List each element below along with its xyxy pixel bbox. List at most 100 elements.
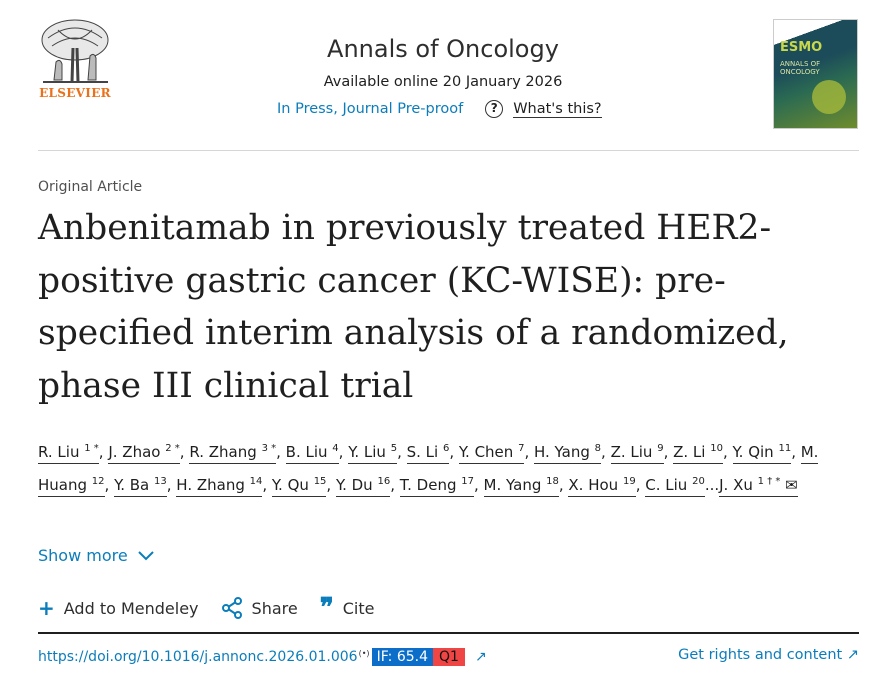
author-link[interactable]: J. Xu 1 † * ✉ xyxy=(719,476,798,497)
author-name: X. Hou xyxy=(568,476,619,494)
author-separator: , xyxy=(449,443,459,461)
author-separator: , xyxy=(276,443,286,461)
author-affiliation: 17 xyxy=(461,476,474,487)
impact-factor-badge: IF: 65.4 xyxy=(371,648,433,666)
author-name: S. Li xyxy=(406,443,439,461)
author-affiliation: 7 xyxy=(518,443,525,454)
author-separator: , xyxy=(791,443,801,461)
author-separator: , xyxy=(474,476,484,494)
rights-label: Get rights and content xyxy=(678,647,843,663)
author-name: Z. Li xyxy=(673,443,706,461)
author-link[interactable]: Y. Qin 11 xyxy=(732,443,792,464)
author-link[interactable]: T. Deng 17 xyxy=(399,476,474,497)
author-link[interactable]: X. Hou 19 xyxy=(568,476,636,497)
author-affiliation: 8 xyxy=(594,443,602,454)
add-to-mendeley-button[interactable]: + Add to Mendeley xyxy=(38,596,199,620)
author-link[interactable]: S. Li 6 xyxy=(406,443,450,464)
author-separator: , xyxy=(338,443,349,461)
author-affiliation: 18 xyxy=(546,476,559,487)
author-affiliation: 2 * xyxy=(165,443,180,454)
author-separator: , xyxy=(262,476,272,494)
mendeley-label: Add to Mendeley xyxy=(63,598,199,618)
author-affiliation: 10 xyxy=(710,443,723,454)
author-link[interactable]: H. Yang 8 xyxy=(534,443,602,464)
author-affiliation: 9 xyxy=(657,443,664,454)
author-name: H. Zhang xyxy=(176,476,245,494)
author-name: J. Xu xyxy=(719,476,753,494)
author-link[interactable]: H. Zhang 14 xyxy=(176,476,263,497)
author-link[interactable]: Y. Ba 13 xyxy=(114,476,167,497)
author-separator: ... xyxy=(704,476,720,494)
author-name: Y. Liu xyxy=(348,443,386,461)
author-link[interactable]: R. Liu 1 * xyxy=(38,443,99,464)
show-more-button[interactable]: Show more xyxy=(38,546,154,565)
journal-title[interactable]: Annals of Oncology xyxy=(327,35,559,63)
author-link[interactable]: Y. Du 16 xyxy=(335,476,391,497)
envelope-icon: ✉ xyxy=(780,476,798,494)
author-affiliation: 11 xyxy=(778,443,792,454)
author-separator: , xyxy=(166,476,177,494)
author-name: Y. Ba xyxy=(114,476,150,494)
broadcast-icon: (•) xyxy=(358,648,370,658)
cover-brand: ESMO xyxy=(780,40,823,55)
author-separator: , xyxy=(558,476,569,494)
author-name: Y. Chen xyxy=(458,443,514,461)
author-affiliation: 19 xyxy=(622,476,636,487)
article-type: Original Article xyxy=(38,179,143,195)
divider xyxy=(38,632,859,634)
cite-button[interactable]: ❞ Cite xyxy=(320,595,375,621)
cover-art xyxy=(812,80,846,114)
author-link[interactable]: Y. Qu 15 xyxy=(271,476,327,497)
author-affiliation: 3 * xyxy=(261,443,277,454)
author-name: M. Huang xyxy=(38,443,819,494)
author-separator: , xyxy=(98,443,109,461)
author-link[interactable]: C. Liu 20 xyxy=(645,476,705,497)
author-separator: , xyxy=(722,443,733,461)
plus-icon: + xyxy=(38,596,55,620)
doi-link[interactable]: https://doi.org/10.1016/j.annonc.2026.01… xyxy=(38,649,358,665)
author-link[interactable]: Y. Chen 7 xyxy=(458,443,525,464)
journal-cover-image[interactable]: ESMO ANNALS OF ONCOLOGY xyxy=(773,19,858,129)
author-link[interactable]: Z. Li 10 xyxy=(673,443,723,464)
author-affiliation: 5 xyxy=(390,443,398,454)
divider xyxy=(38,150,859,151)
author-affiliation: 14 xyxy=(249,476,263,487)
journal-preproof-status[interactable]: In Press, Journal Pre-proof xyxy=(277,101,464,117)
author-link[interactable]: J. Zhao 2 * xyxy=(108,443,180,464)
author-affiliation: 1 † * xyxy=(757,476,781,487)
author-link[interactable]: Y. Liu 5 xyxy=(348,443,398,464)
share-label: Share xyxy=(251,598,298,618)
author-list: R. Liu 1 *, J. Zhao 2 *, R. Zhang 3 *, B… xyxy=(38,434,828,500)
external-link-icon: ↗ xyxy=(846,647,859,663)
author-link[interactable]: B. Liu 4 xyxy=(285,443,339,464)
share-icon xyxy=(221,597,242,619)
external-link-icon[interactable]: ↗ xyxy=(474,649,487,665)
rights-link[interactable]: Get rights and content ↗ xyxy=(678,647,859,663)
cite-label: Cite xyxy=(342,598,375,618)
author-affiliation: 20 xyxy=(692,476,705,487)
author-affiliation: 13 xyxy=(154,476,167,487)
author-name: C. Liu xyxy=(645,476,688,494)
author-link[interactable]: M. Yang 18 xyxy=(483,476,559,497)
author-separator: , xyxy=(326,476,336,494)
whats-this-link[interactable]: What's this? xyxy=(513,100,602,118)
article-title: Anbenitamab in previously treated HER2-p… xyxy=(38,208,789,406)
author-name: H. Yang xyxy=(534,443,590,461)
author-separator: , xyxy=(524,443,534,461)
author-separator: , xyxy=(397,443,407,461)
cover-title: ANNALS OF ONCOLOGY xyxy=(780,60,821,76)
author-separator: , xyxy=(390,476,400,494)
elsevier-tree-logo[interactable] xyxy=(38,18,112,102)
author-name: Y. Qu xyxy=(271,476,309,494)
author-affiliation: 16 xyxy=(377,476,391,487)
author-link[interactable]: M. Huang 12 xyxy=(38,443,819,497)
author-link[interactable]: Z. Liu 9 xyxy=(610,443,664,464)
author-name: T. Deng xyxy=(399,476,457,494)
available-date: Available online 20 January 2026 xyxy=(323,74,563,90)
share-button[interactable]: Share xyxy=(221,596,298,620)
author-separator: , xyxy=(104,476,115,494)
question-icon[interactable]: ? xyxy=(485,100,504,118)
author-name: B. Liu xyxy=(285,443,328,461)
author-link[interactable]: R. Zhang 3 * xyxy=(189,443,277,464)
author-name: R. Liu xyxy=(38,443,80,461)
